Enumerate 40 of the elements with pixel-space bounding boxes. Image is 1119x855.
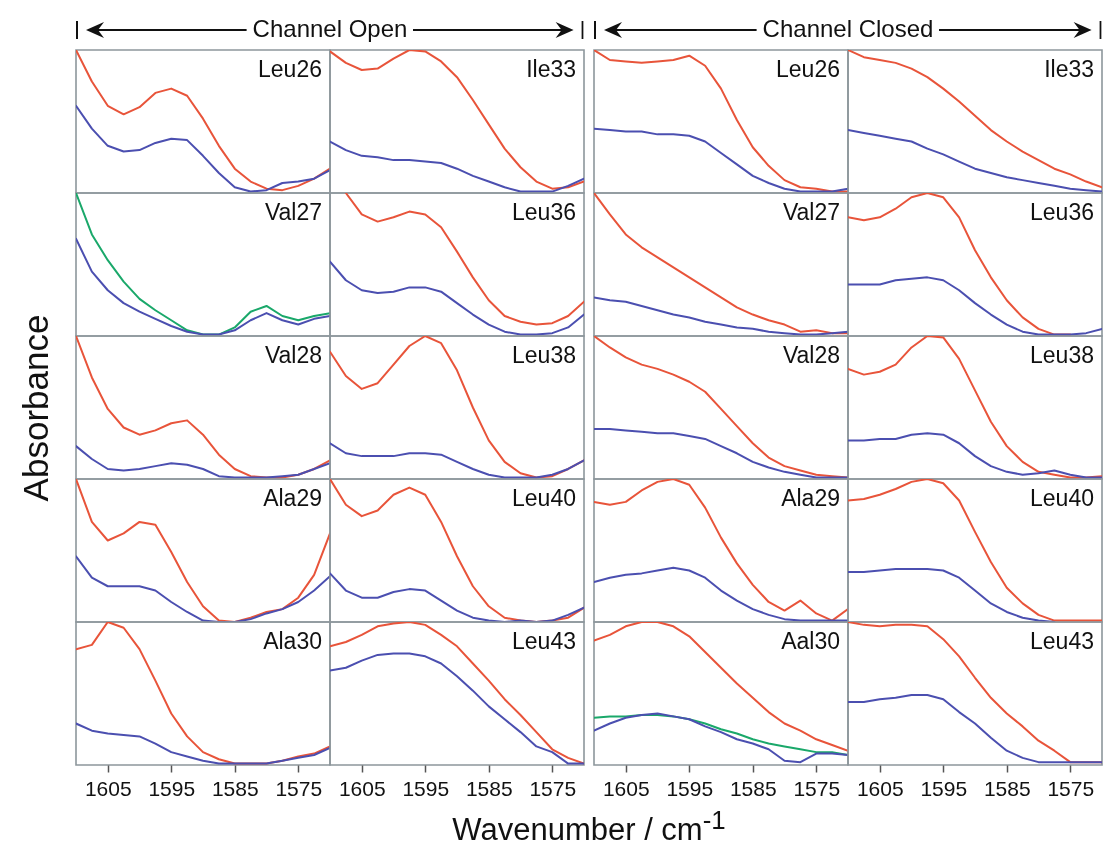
- x-tick-label: 1575: [275, 776, 323, 800]
- x-tick-label: 1575: [529, 776, 577, 800]
- chart-title: Ala29: [263, 485, 322, 511]
- chart-title: Leu26: [776, 56, 840, 82]
- chart-title: Val27: [264, 199, 322, 225]
- text: Channel Closed: [761, 15, 935, 43]
- chart-title: Val28: [782, 342, 840, 368]
- x-tick-label: 1595: [666, 776, 714, 800]
- x-axis-title: Wavenumber / cm$^{-1}$: [451, 806, 727, 849]
- x-tick-label: 1605: [856, 776, 904, 800]
- chart-title: Leu43: [1030, 628, 1094, 654]
- y-axis-title: Absorbance: [16, 314, 56, 502]
- chart-title: Aal30: [781, 628, 840, 654]
- chart-title: Leu43: [512, 628, 576, 654]
- x-tick-label: 1585: [983, 776, 1031, 800]
- chart-title: Val28: [264, 342, 322, 368]
- x-tick-label: 1605: [84, 776, 132, 800]
- chart-title: Leu26: [258, 56, 322, 82]
- chart-title: Leu40: [512, 485, 576, 511]
- chart-title: Leu36: [512, 199, 576, 225]
- x-tick-label: 1595: [402, 776, 450, 800]
- chart-title: Leu40: [1030, 485, 1094, 511]
- chart-title: Leu38: [512, 342, 576, 368]
- chart-title: Leu38: [1030, 342, 1094, 368]
- x-tick-label: 1595: [920, 776, 968, 800]
- x-tick-label: 1595: [148, 776, 196, 800]
- x-tick-label: 1585: [211, 776, 259, 800]
- chart-title: Val27: [782, 199, 840, 225]
- chart-title: Ala29: [781, 485, 840, 511]
- x-tick-label: 1605: [338, 776, 386, 800]
- text: Channel Open: [251, 15, 409, 43]
- x-tick-label: 1575: [793, 776, 841, 800]
- chart-title: Ile33: [1044, 56, 1094, 82]
- chart-title: Leu36: [1030, 199, 1094, 225]
- x-tick-label: 1575: [1047, 776, 1095, 800]
- chart-title: Ala30: [263, 628, 322, 654]
- x-tick-label: 1605: [602, 776, 650, 800]
- x-tick-label: 1585: [729, 776, 777, 800]
- x-tick-label: 1585: [465, 776, 513, 800]
- chart-title: Ile33: [526, 56, 576, 82]
